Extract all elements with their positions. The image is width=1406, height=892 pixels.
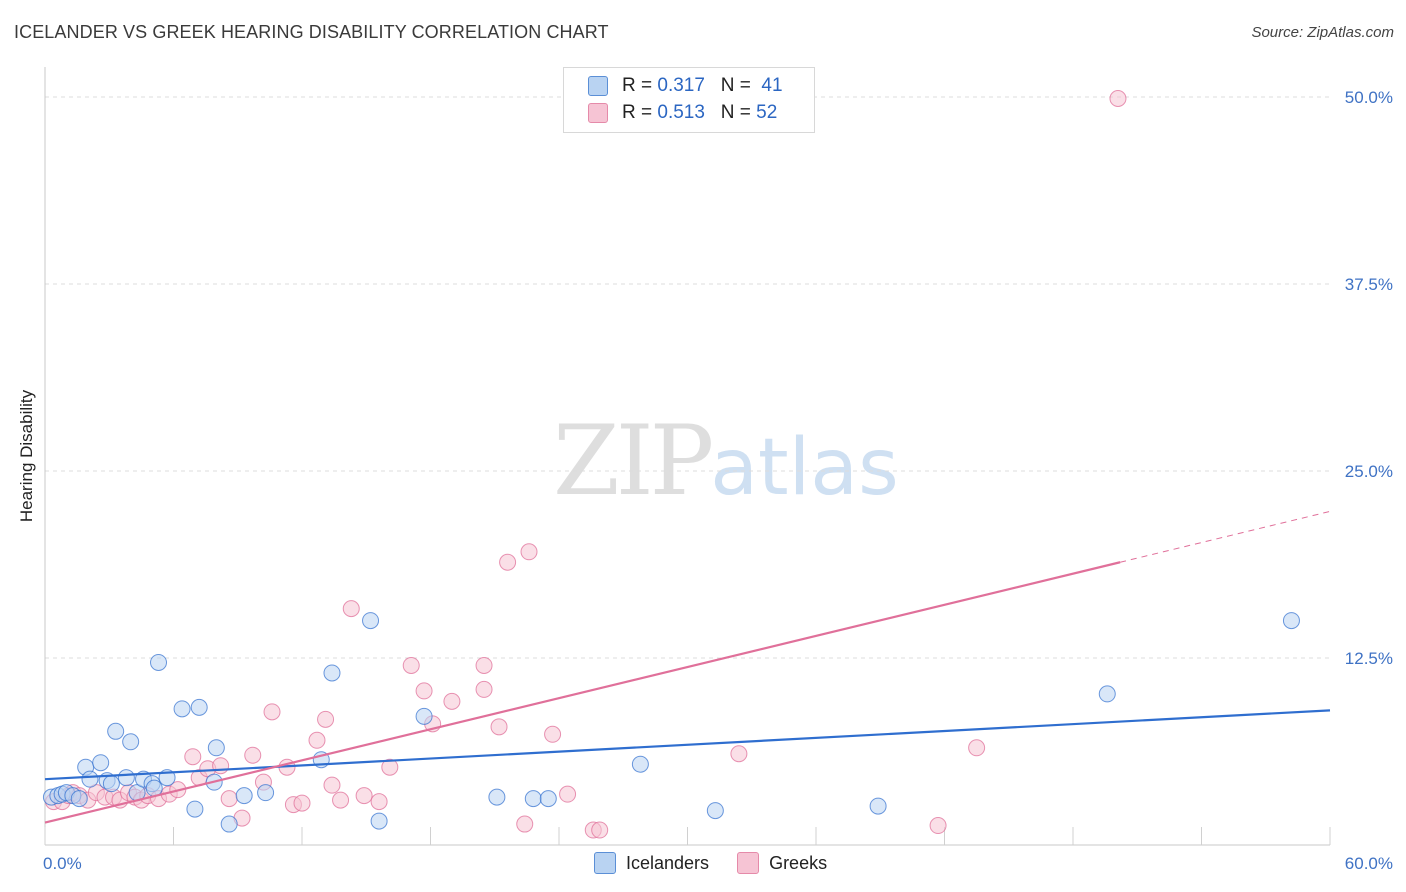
r-label: R = [622, 75, 658, 96]
icelanders-point [102, 775, 120, 793]
greeks-point [355, 787, 373, 805]
greeks-point [342, 600, 360, 618]
icelanders-point [81, 770, 99, 788]
icelanders-point [1282, 612, 1300, 630]
greeks-point [730, 745, 748, 763]
icelanders-point [869, 797, 887, 815]
icelanders-point [190, 698, 208, 716]
grid-layer [45, 96, 1330, 659]
greeks-point [443, 692, 461, 710]
icelanders-point [173, 700, 191, 718]
legend-text-icelanders: R = 0.317 N = 41 [622, 75, 783, 97]
greeks-point [544, 725, 562, 743]
greeks-point [308, 731, 326, 749]
icelanders-point [92, 754, 110, 772]
legend-label-icelanders: Icelanders [626, 852, 710, 873]
n-value: 52 [756, 102, 778, 123]
legend-item-icelanders: Icelanders [594, 852, 709, 874]
x-tick-label: 60.0% [1345, 854, 1393, 873]
greeks-point [591, 821, 609, 839]
icelanders-point [415, 707, 433, 725]
greeks-trend-line [44, 561, 1121, 824]
icelanders-point [117, 769, 135, 787]
icelanders-point [706, 802, 724, 820]
greeks-point [490, 718, 508, 736]
icelanders-point [235, 787, 253, 805]
legend-label-greeks: Greeks [769, 852, 828, 873]
correlation-legend: R = 0.317 N = 41 R = 0.513 N = 52 [563, 67, 815, 133]
greeks-point [402, 656, 420, 674]
greeks-point [244, 746, 262, 764]
greeks-swatch [588, 103, 608, 123]
icelanders-point [370, 812, 388, 830]
greeks-point [212, 757, 230, 775]
y-tick-label: 37.5% [1345, 275, 1393, 294]
greeks-point [332, 791, 350, 809]
greeks-point [475, 680, 493, 698]
greeks-point [323, 776, 341, 794]
n-label: N = [720, 75, 757, 96]
greeks-point [263, 703, 281, 721]
greeks-swatch [737, 852, 760, 874]
icelanders-swatch [588, 76, 608, 96]
y-tick-label: 12.5% [1345, 649, 1393, 668]
greeks-trend-extension [1119, 510, 1331, 563]
icelanders-point [524, 790, 542, 808]
source-label: Source: ZipAtlas.com [1251, 24, 1394, 41]
greeks-point [293, 794, 311, 812]
icelanders-point [1098, 685, 1116, 703]
n-label: N = [720, 102, 757, 123]
icelanders-point [631, 755, 649, 773]
legend-item-greeks: Greeks [737, 852, 827, 874]
r-value: 0.317 [657, 75, 705, 96]
tick-labels: 12.5% 25.0% 37.5% 50.0% 0.0% 60.0% [43, 88, 1393, 873]
icelanders-point [257, 784, 275, 802]
zipatlas-watermark: ZIPatlas [553, 405, 899, 517]
icelanders-point [207, 739, 225, 757]
r-label: R = [622, 102, 658, 123]
icelanders-point [539, 790, 557, 808]
greeks-point [929, 817, 947, 835]
r-value: 0.513 [657, 102, 705, 123]
icelanders-point [107, 722, 125, 740]
greeks-point [499, 553, 517, 571]
greeks-point [184, 748, 202, 766]
greeks-point [317, 710, 335, 728]
greeks-point [415, 682, 433, 700]
watermark-zip: ZIP [553, 405, 714, 517]
greeks-points [45, 89, 1127, 839]
watermark-atlas: atlas [710, 423, 899, 513]
n-value: 41 [761, 75, 783, 96]
greeks-point [1109, 89, 1127, 107]
icelanders-swatch [594, 852, 616, 874]
icelanders-point [150, 653, 168, 671]
trend-lines [44, 510, 1331, 824]
y-tick-label: 50.0% [1345, 88, 1393, 107]
icelanders-point [70, 790, 88, 808]
greeks-point [220, 790, 238, 808]
greeks-point [516, 815, 534, 833]
icelanders-trend-line [44, 709, 1331, 781]
axes-layer [44, 67, 1331, 846]
icelanders-point [122, 733, 140, 751]
icelanders-point [186, 800, 204, 818]
greeks-point [475, 656, 493, 674]
greeks-point [968, 739, 986, 757]
icelanders-point [362, 612, 380, 630]
icelanders-point [220, 815, 238, 833]
legend-text-greeks: R = 0.513 N = 52 [622, 102, 777, 124]
icelanders-point [488, 788, 506, 806]
icelanders-point [323, 664, 341, 682]
chart-title: ICELANDER VS GREEK HEARING DISABILITY CO… [14, 22, 609, 42]
x-tick-label: 0.0% [43, 854, 82, 873]
greeks-point [370, 793, 388, 811]
greeks-point [381, 758, 399, 776]
greeks-point [520, 543, 538, 561]
greeks-point [559, 785, 577, 803]
series-legend: Icelanders Greeks [594, 852, 855, 874]
y-tick-label: 25.0% [1345, 462, 1393, 481]
